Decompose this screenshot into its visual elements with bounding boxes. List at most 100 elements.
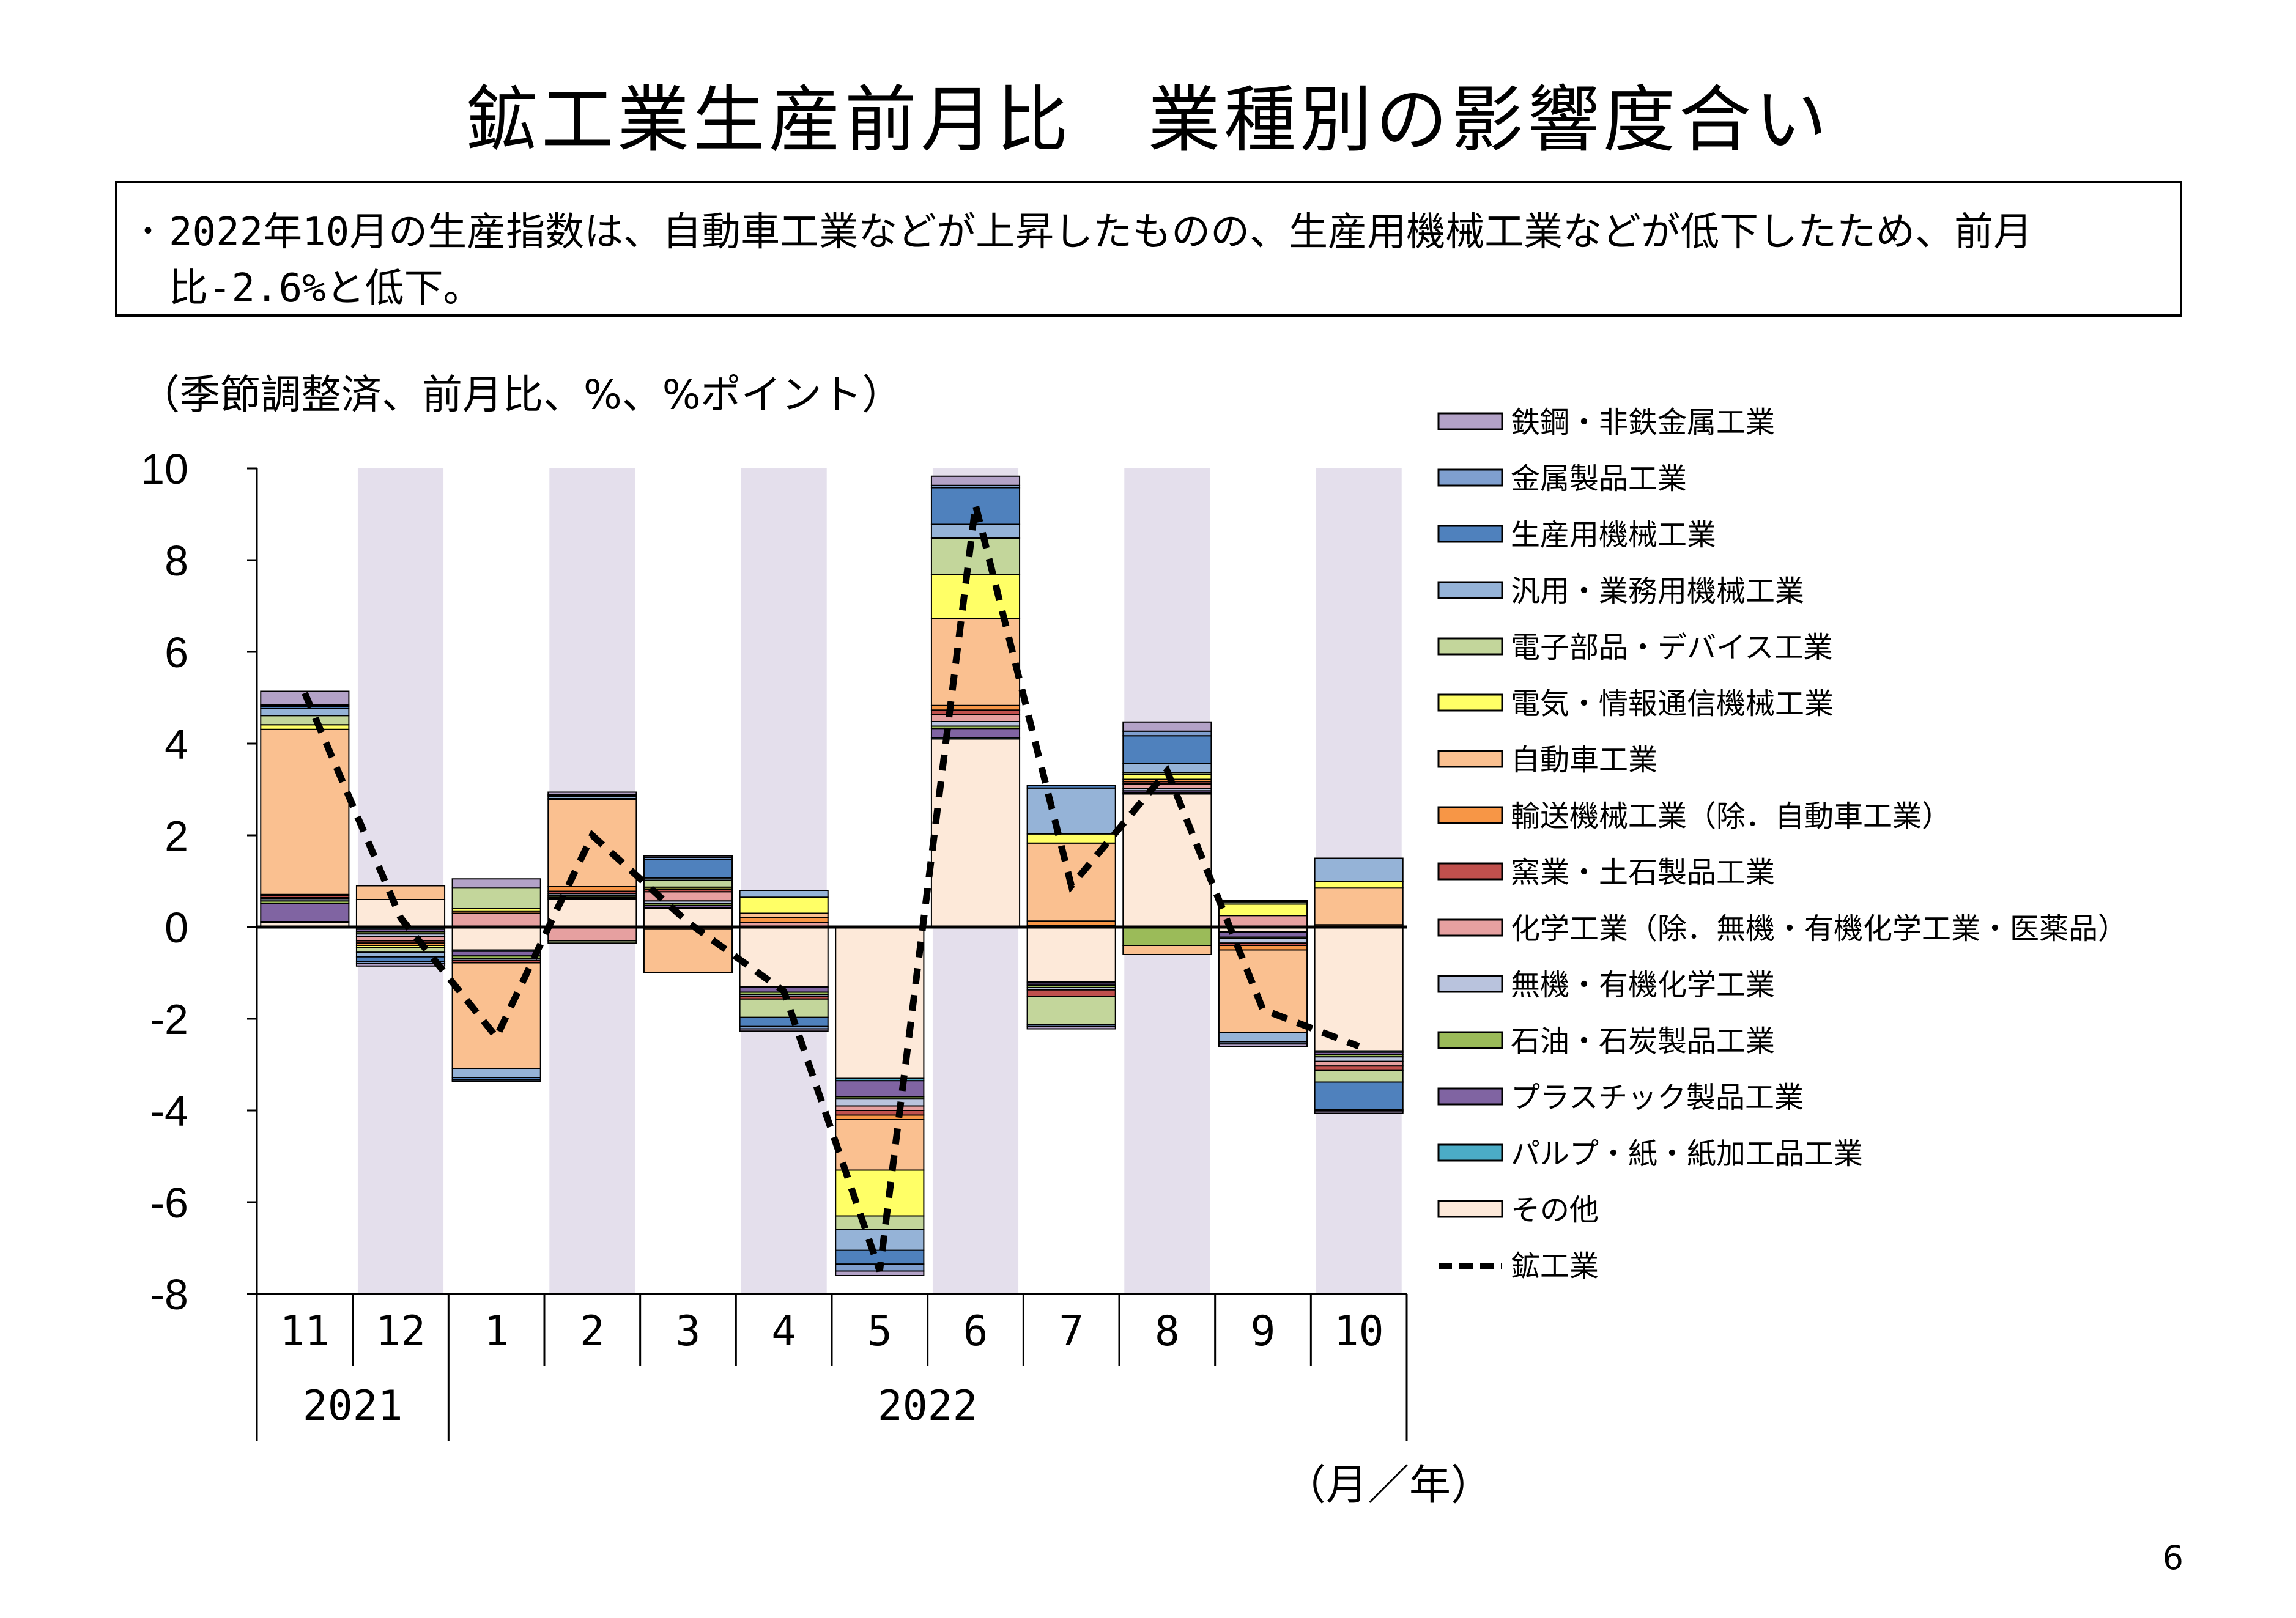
- legend-swatch: [1437, 750, 1503, 768]
- month-label: 12: [376, 1307, 426, 1356]
- bar-segment: [1122, 735, 1212, 764]
- bar-segment: [739, 890, 829, 898]
- bar-segment: [1218, 900, 1308, 903]
- bar-segment: [1218, 1032, 1308, 1043]
- month-label: 10: [1334, 1307, 1384, 1356]
- legend-label: 無機・有機化学工業: [1511, 968, 1775, 1002]
- legend-swatch: [1437, 806, 1503, 824]
- legend-label: 鉄鋼・非鉄金属工業: [1511, 405, 1775, 440]
- bar-segment: [1314, 1110, 1404, 1114]
- bar-segment: [1122, 783, 1212, 789]
- bar-segment: [930, 574, 1021, 619]
- month-label: 3: [676, 1307, 701, 1356]
- bar-segment: [547, 791, 637, 796]
- bar-segment: [260, 724, 350, 730]
- bar-segment: [643, 859, 733, 879]
- bar-segment: [451, 887, 541, 909]
- legend-label: 化学工業（除．無機・有機化学工業・医薬品）: [1511, 912, 2127, 946]
- x-axis-unit-label: （月／年）: [1284, 1461, 1492, 1510]
- y-tick-label: 2: [165, 812, 188, 860]
- legend-label: パルプ・紙・紙加工品工業: [1511, 1137, 1863, 1171]
- bar-segment: [1026, 833, 1116, 844]
- unit-note: （季節調整済、前月比、%、%ポイント）: [139, 371, 903, 418]
- legend-label: 輸送機械工業（除．自動車工業）: [1511, 799, 1951, 833]
- y-tick-label: 0: [165, 904, 188, 951]
- bar-segment: [260, 728, 350, 895]
- legend-swatch: [1437, 468, 1503, 487]
- month-label: 1: [484, 1307, 509, 1356]
- bar-segment: [1026, 996, 1116, 1025]
- bar-segment: [451, 1068, 541, 1078]
- bar-segment: [1218, 903, 1308, 917]
- bar-segment: [355, 936, 446, 942]
- legend-swatch: [1437, 525, 1503, 543]
- page-number: 6: [2162, 1539, 2183, 1577]
- legend-label: その他: [1511, 1193, 1599, 1227]
- legend-swatch: [1437, 1087, 1503, 1106]
- bar-segment: [1122, 793, 1212, 928]
- bar-segment: [643, 908, 733, 928]
- bar-segment: [739, 1028, 829, 1032]
- year-label: 2021: [303, 1382, 403, 1430]
- bar-segment: [1218, 949, 1308, 1033]
- bar-segment: [835, 1110, 925, 1116]
- bar-segment: [1218, 945, 1308, 951]
- shaded-band: [357, 468, 444, 1294]
- month-label: 9: [1251, 1307, 1276, 1356]
- y-tick-label: -8: [150, 1271, 188, 1318]
- legend-label: 鉱工業: [1511, 1249, 1599, 1284]
- bar-segment: [1314, 1065, 1404, 1071]
- summary-text: 2022年10月の生産指数は、自動車工業などが上昇したものの、生産用機械工業など…: [169, 210, 2033, 311]
- legend-label: 石油・石炭製品工業: [1511, 1024, 1775, 1058]
- bar-segment: [451, 912, 541, 928]
- bar-segment: [739, 926, 829, 988]
- bar-segment: [1314, 887, 1404, 926]
- bar-segment: [930, 618, 1021, 706]
- bar-segment: [739, 917, 829, 923]
- y-tick-label: -4: [150, 1087, 188, 1135]
- month-label: 11: [280, 1307, 330, 1356]
- legend-swatch: [1437, 975, 1503, 993]
- bar-segment: [1026, 787, 1116, 835]
- legend-label: 自動車工業: [1511, 743, 1657, 777]
- legend-label: プラスチック製品工業: [1511, 1081, 1804, 1115]
- legend-swatch: [1437, 412, 1503, 430]
- bar-segment: [835, 1215, 925, 1230]
- bar-segment: [835, 1114, 925, 1120]
- bar-segment: [1314, 1081, 1404, 1110]
- bar-segment: [930, 537, 1021, 575]
- bar-segment: [451, 1079, 541, 1082]
- bar-segment: [1122, 721, 1212, 732]
- bar-segment: [1314, 1069, 1404, 1083]
- legend-swatch: [1437, 637, 1503, 656]
- y-tick-label: -2: [150, 996, 188, 1043]
- bar-segment: [547, 940, 637, 944]
- legend-swatch: [1437, 693, 1503, 712]
- legend-swatch: [1437, 918, 1503, 937]
- bar-segment: [930, 738, 1021, 928]
- bar-segment: [739, 1016, 829, 1027]
- bar-segment: [643, 855, 733, 858]
- summary-box: ･ 2022年10月の生産指数は、自動車工業などが上昇したものの、生産用機械工業…: [115, 181, 2182, 317]
- bar-segment: [547, 926, 637, 942]
- shaded-band: [741, 468, 827, 1294]
- bar-segment: [1218, 1043, 1308, 1047]
- month-label: 7: [1059, 1307, 1084, 1356]
- y-tick-label: 10: [141, 445, 188, 493]
- legend-label: 窯業・土石製品工業: [1511, 855, 1775, 890]
- legend-swatch: [1437, 1143, 1503, 1162]
- bar-segment: [1122, 730, 1212, 737]
- page-title: 鉱工業生産前月比 業種別の影響度合い: [465, 78, 1831, 162]
- year-label: 2022: [878, 1382, 978, 1430]
- bar-segment: [355, 885, 446, 900]
- bar-segment: [1314, 881, 1404, 889]
- bar-segment: [1026, 842, 1116, 922]
- y-tick-label: 4: [165, 720, 188, 768]
- y-tick-label: -6: [150, 1179, 188, 1227]
- bar-segment: [930, 475, 1021, 486]
- legend-label: 金属製品工業: [1511, 462, 1687, 496]
- bar-segment: [835, 1119, 925, 1171]
- bar-segment: [739, 896, 829, 914]
- bar-segment: [930, 704, 1021, 711]
